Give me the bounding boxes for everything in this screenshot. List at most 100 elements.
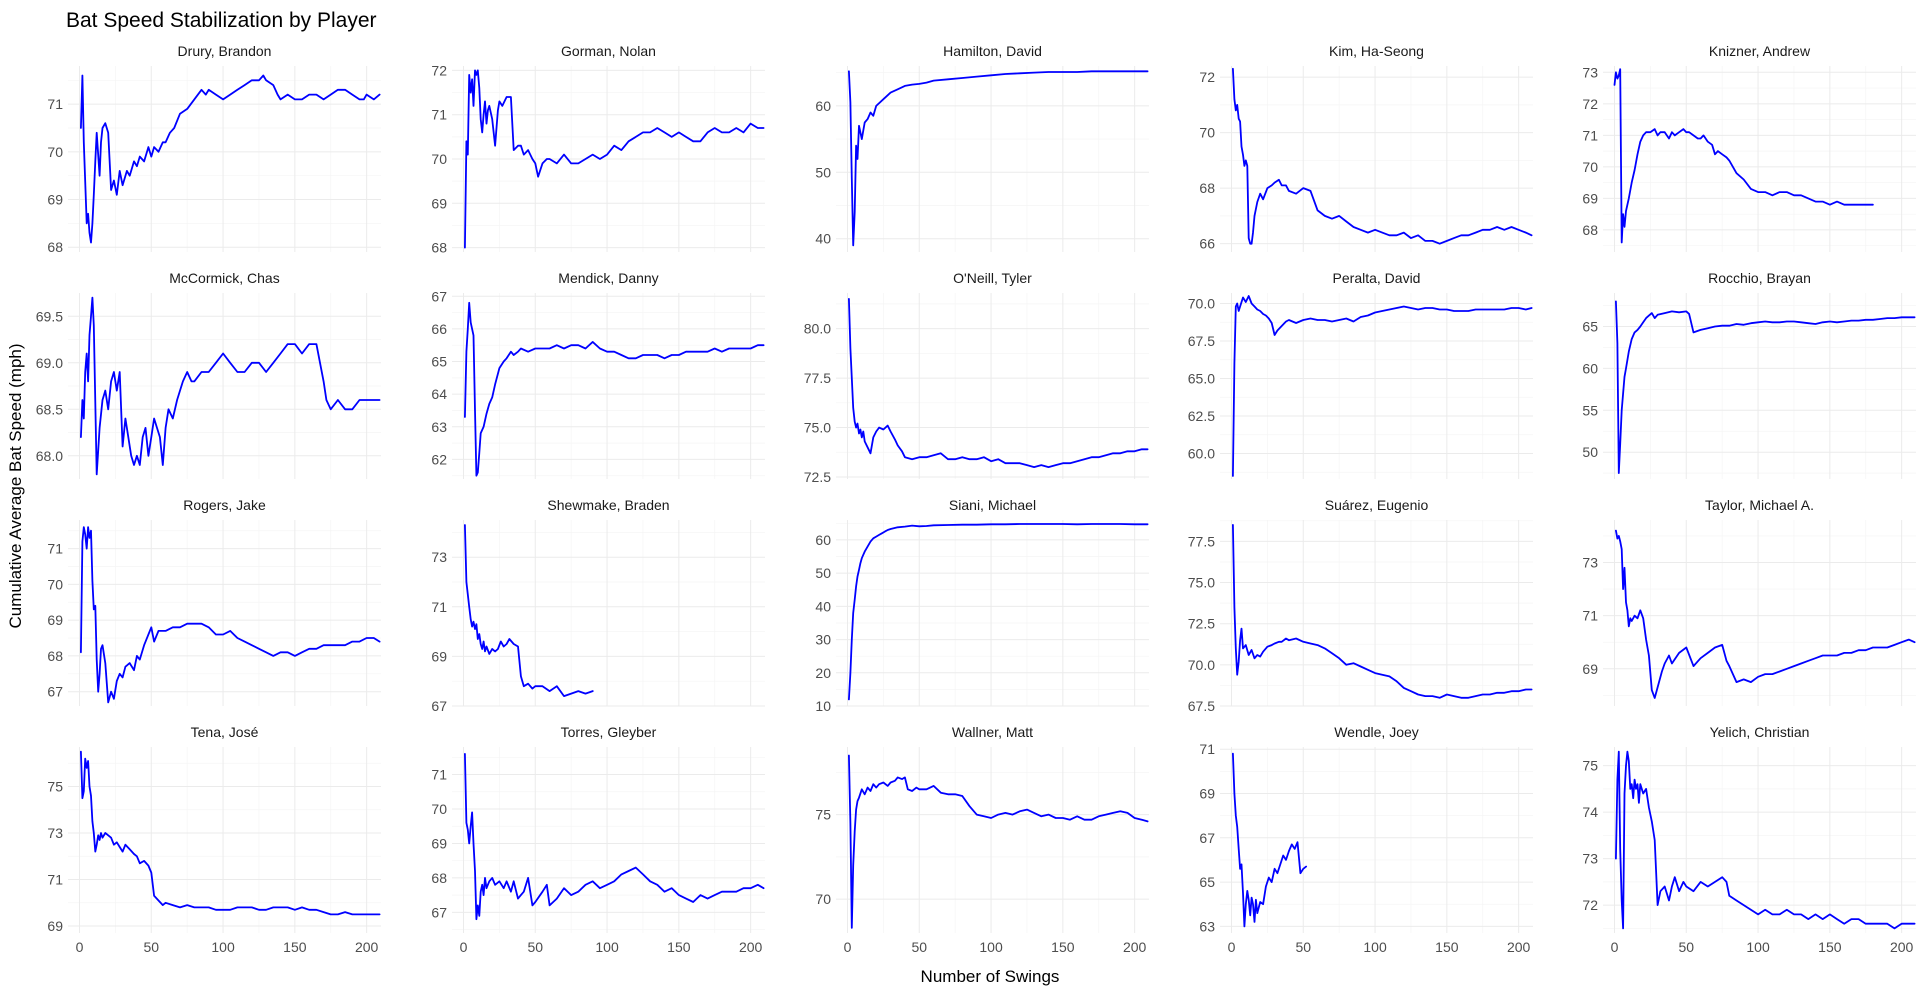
series-line-rocchio-brayan [1615,300,1916,475]
series-line-torres-gleyber [463,753,765,921]
facet-panel-tena-jose: Tena, José 69 71 73 75 0 50 100 150 200 [47,724,381,955]
y-tick-label: 68 [47,648,63,664]
y-tick-label: 65 [1199,874,1215,890]
series-line-o-neill-tyler [848,297,1149,469]
y-tick-label: 68 [431,240,447,256]
y-tick-label: 69 [47,192,63,208]
x-tick-label: 200 [355,939,379,955]
y-tick-label: 70 [47,144,63,160]
y-tick-label: 68 [47,239,63,255]
series-line-tena-jose [80,750,381,916]
facet-panel-peralta-david: Peralta, David 60.0 62.5 65.0 67.5 70.0 [1188,270,1533,479]
y-tick-label: 70.0 [1188,296,1215,312]
y-tick-label: 73 [47,825,63,841]
y-tick-label: 50 [815,565,831,581]
y-tick-label: 20 [815,665,831,681]
facet-label: Rocchio, Brayan [1708,270,1811,286]
facet-panel-torres-gleyber: Torres, Gleyber 67 68 69 70 71 0 50 100 150 200 [431,724,765,955]
y-tick-label: 68 [1199,180,1215,196]
facet-panel-knizner-andrew: Knizner, Andrew 68 69 70 71 72 73 [1582,43,1916,252]
x-axis-title: Number of Swings [921,967,1060,986]
facet-panel-wendle-joey: Wendle, Joey 63 65 67 69 71 0 50 100 150 200 [1199,724,1533,955]
y-tick-label: 60 [1582,360,1598,376]
y-tick-label: 71 [47,872,63,888]
y-tick-label: 77.5 [1188,533,1215,549]
x-tick-label: 100 [1363,939,1387,955]
y-tick-label: 71 [1199,741,1215,757]
series-line-wallner-matt [848,754,1149,929]
facet-panel-drury-brandon: Drury, Brandon 68 69 70 71 [47,43,381,255]
y-tick-label: 69.5 [36,308,63,324]
y-tick-label: 70 [431,801,447,817]
facet-label: Shewmake, Braden [547,497,669,513]
y-tick-label: 69 [1582,661,1598,677]
y-tick-label: 67 [47,684,63,700]
y-tick-label: 73 [1582,555,1598,571]
x-tick-label: 150 [1818,939,1842,955]
x-tick-label: 150 [283,939,307,955]
y-tick-label: 69 [431,835,447,851]
facet-panel-o-neill-tyler: O'Neill, Tyler 72.5 75.0 77.5 80.0 [804,270,1149,485]
series-line-siani-michael [848,523,1149,701]
facet-panel-yelich-christian: Yelich, Christian 72 73 74 75 0 50 100 150 200 [1582,724,1916,955]
y-tick-label: 65 [431,354,447,370]
x-tick-label: 200 [1890,939,1914,955]
series-line-rogers-jake [80,526,381,704]
x-tick-label: 200 [1507,939,1531,955]
facet-label: Gorman, Nolan [561,43,656,59]
x-tick-label: 0 [1228,939,1236,955]
facet-label: Torres, Gleyber [561,724,657,740]
y-tick-label: 71 [47,541,63,557]
y-tick-label: 72.5 [1188,616,1215,632]
y-tick-label: 67 [431,904,447,920]
y-tick-label: 68.0 [36,448,63,464]
y-tick-label: 69 [47,612,63,628]
y-tick-label: 69.0 [36,355,63,371]
facet-label: O'Neill, Tyler [953,270,1032,286]
series-line-suarez-eugenio [1232,524,1533,699]
x-tick-label: 150 [667,939,691,955]
y-tick-label: 71 [431,767,447,783]
facet-label: Hamilton, David [943,43,1042,59]
y-tick-label: 60.0 [1188,446,1215,462]
facet-label: Drury, Brandon [178,43,272,59]
x-tick-label: 50 [527,939,543,955]
y-tick-label: 67 [431,698,447,714]
facet-panel-rocchio-brayan: Rocchio, Brayan 50 55 60 65 [1582,270,1916,479]
facet-label: Wendle, Joey [1334,724,1419,740]
series-line-hamilton-david [848,70,1149,247]
y-tick-label: 70 [431,151,447,167]
x-tick-label: 100 [1746,939,1770,955]
x-tick-label: 0 [844,939,852,955]
series-line-gorman-nolan [463,69,765,249]
y-tick-label: 73 [1582,64,1598,80]
x-tick-label: 150 [1051,939,1075,955]
facet-label: Peralta, David [1333,270,1421,286]
x-tick-label: 0 [460,939,468,955]
x-tick-label: 100 [211,939,235,955]
y-tick-label: 71 [47,96,63,112]
y-tick-label: 67 [431,288,447,304]
y-tick-label: 69 [431,195,447,211]
facet-label: Yelich, Christian [1710,724,1810,740]
y-tick-label: 70 [815,891,831,907]
y-tick-label: 69 [1582,190,1598,206]
y-tick-label: 70 [1582,159,1598,175]
y-axis-title: Cumulative Average Bat Speed (mph) [6,343,25,628]
y-tick-label: 73 [1582,851,1598,867]
y-tick-label: 65.0 [1188,371,1215,387]
y-tick-label: 67.5 [1188,333,1215,349]
series-line-mendick-danny [463,301,765,477]
y-tick-label: 62.5 [1188,408,1215,424]
facet-label: Taylor, Michael A. [1705,497,1814,513]
y-tick-label: 70.0 [1188,657,1215,673]
y-tick-label: 62 [431,451,447,467]
y-tick-label: 65 [1582,319,1598,335]
facet-panel-rogers-jake: Rogers, Jake 67 68 69 70 71 [47,497,381,706]
y-tick-label: 71 [1582,608,1598,624]
y-tick-label: 66 [431,321,447,337]
x-tick-label: 200 [739,939,763,955]
facet-panel-suarez-eugenio: Suárez, Eugenio 67.5 70.0 72.5 75.0 77.5 [1188,497,1533,714]
series-line-peralta-david [1232,295,1533,477]
